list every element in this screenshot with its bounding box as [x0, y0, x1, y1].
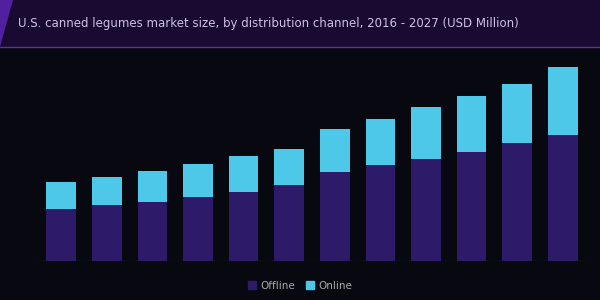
Bar	[183, 197, 213, 261]
Bar	[183, 164, 213, 197]
Bar	[457, 152, 487, 261]
Bar	[92, 177, 122, 205]
Bar	[274, 149, 304, 185]
Bar	[92, 205, 122, 261]
Bar	[274, 185, 304, 261]
Bar	[229, 156, 259, 192]
Bar	[411, 159, 441, 261]
Legend: Offline, Online: Offline, Online	[244, 277, 356, 295]
Bar	[502, 84, 532, 143]
Bar	[46, 209, 76, 261]
Bar	[548, 67, 578, 135]
Bar	[46, 182, 76, 209]
Bar	[365, 165, 395, 261]
Bar	[411, 107, 441, 159]
Bar	[137, 202, 167, 261]
Bar	[137, 171, 167, 202]
Bar	[548, 135, 578, 261]
Bar	[502, 143, 532, 261]
Bar	[457, 96, 487, 152]
Text: U.S. canned legumes market size, by distribution channel, 2016 - 2027 (USD Milli: U.S. canned legumes market size, by dist…	[18, 17, 519, 30]
Bar	[365, 119, 395, 165]
Bar	[229, 192, 259, 261]
Bar	[320, 129, 350, 172]
Bar	[320, 172, 350, 261]
